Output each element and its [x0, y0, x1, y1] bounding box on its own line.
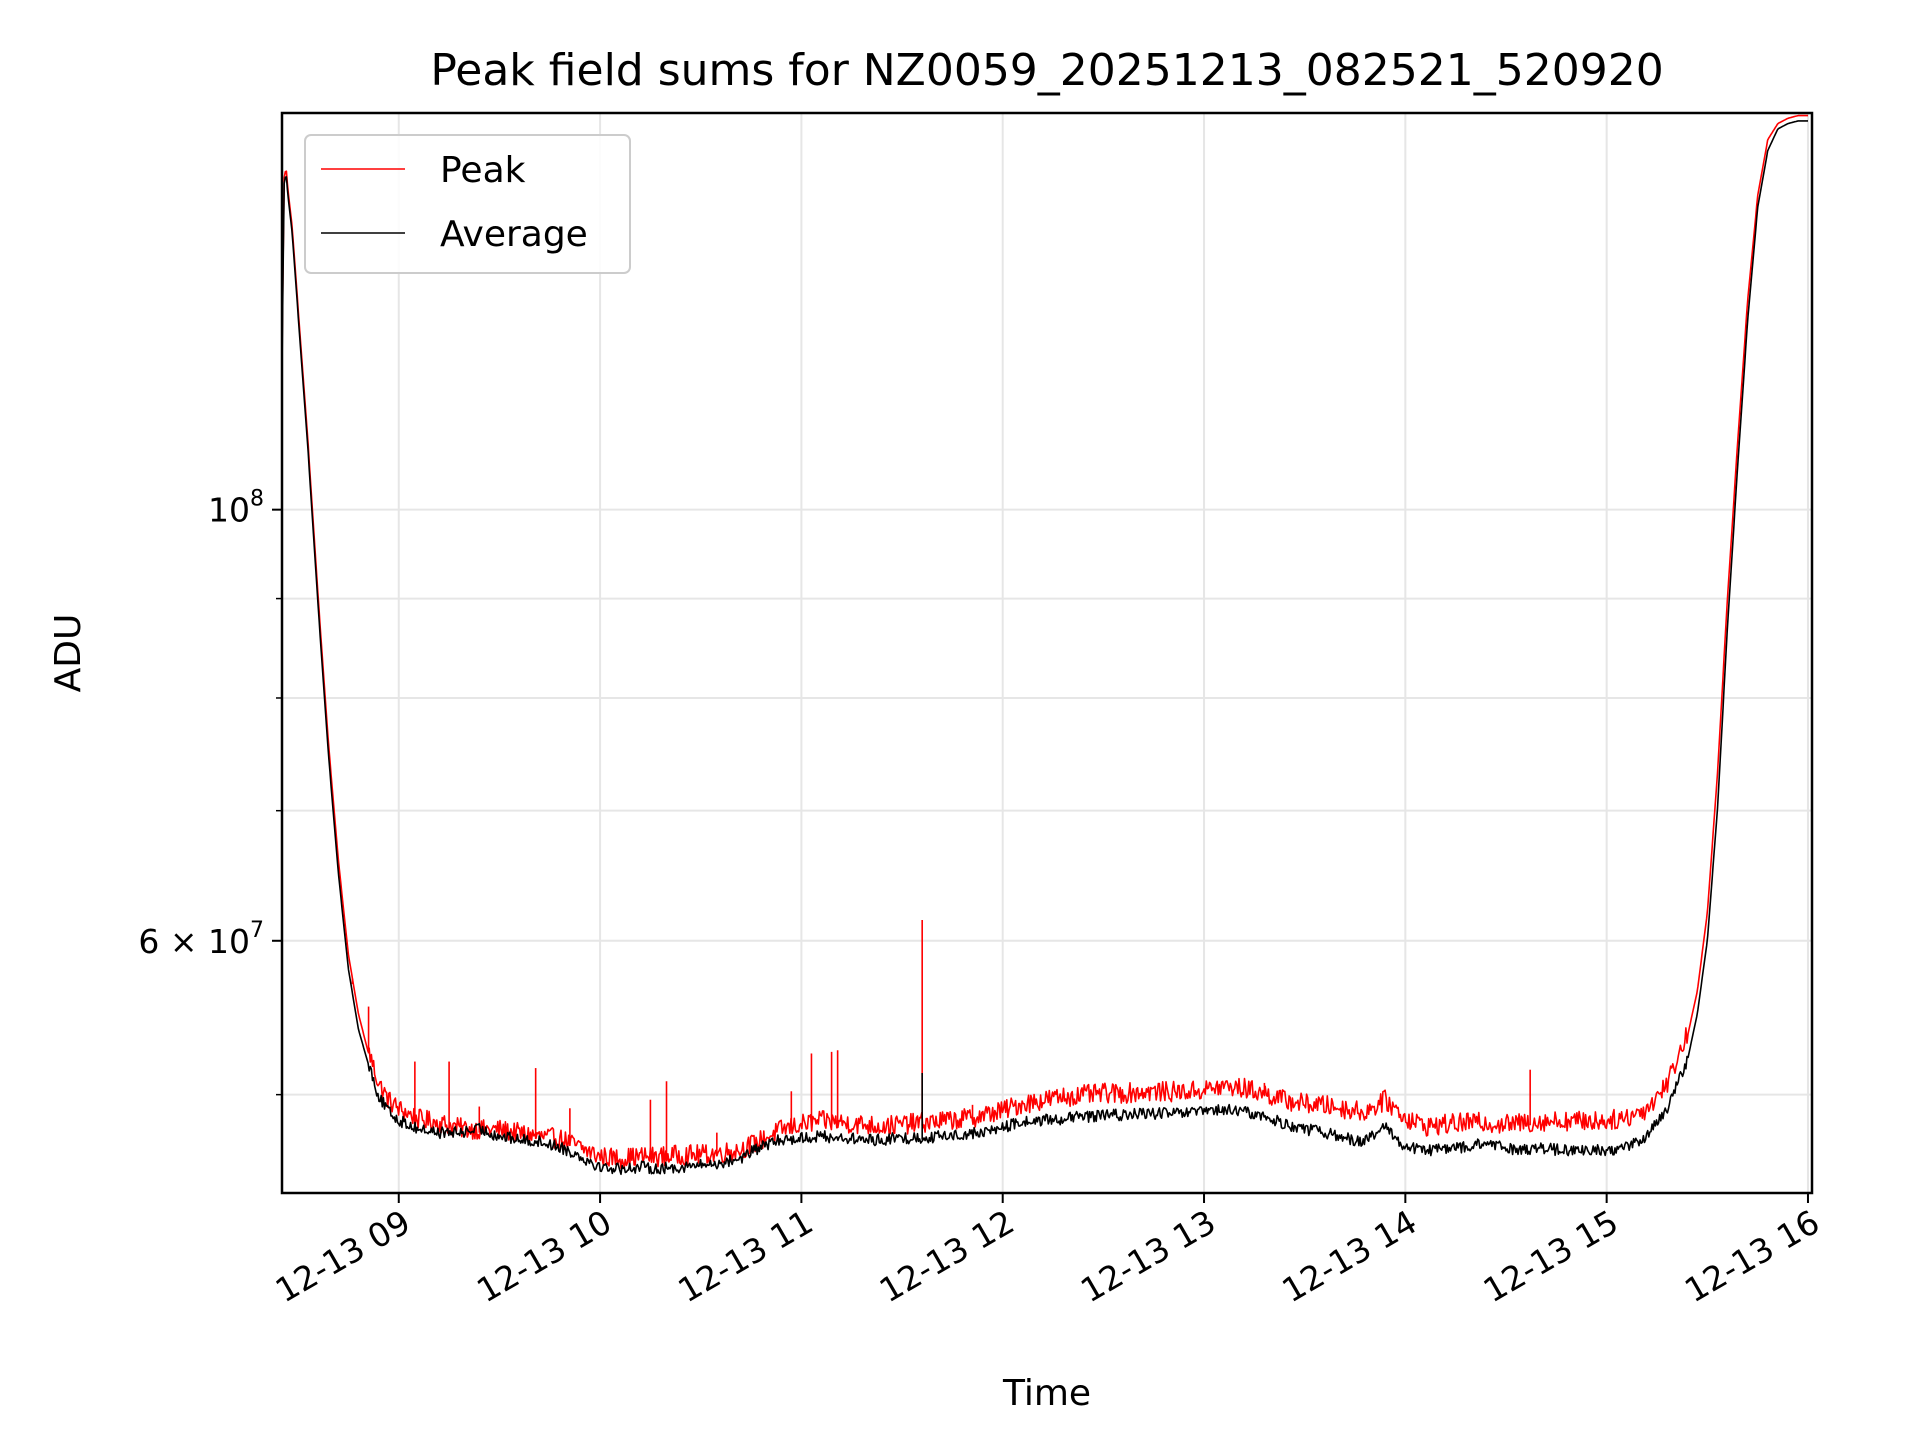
chart-title: Peak field sums for NZ0059_20251213_0825…	[430, 45, 1663, 96]
legend-label-peak: Peak	[440, 150, 526, 191]
y-tick-label: 108	[208, 487, 264, 530]
series-layer	[282, 114, 1808, 1176]
legend: Peak Average	[304, 134, 631, 274]
y-axis: 108 6 × 107	[138, 487, 282, 1096]
plot-frame	[280, 111, 1814, 1195]
y-axis-label: ADU	[48, 614, 89, 693]
y-tick-label: 6 × 107	[138, 918, 264, 961]
grid	[282, 113, 1812, 1193]
legend-label-average: Average	[440, 214, 588, 255]
series-line-average	[282, 120, 1808, 1176]
x-axis-label: Time	[1002, 1373, 1091, 1414]
